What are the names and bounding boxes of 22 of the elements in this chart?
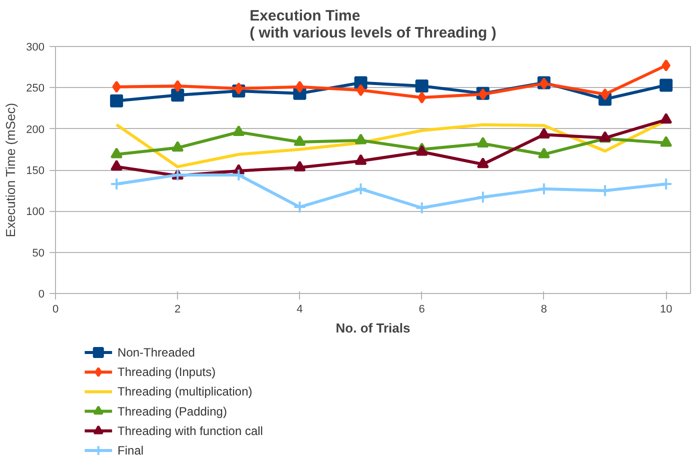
legend-label: Threading with function call	[118, 424, 263, 438]
x-axis-title: No. of Trials	[336, 320, 410, 336]
legend-label: Non-Threaded	[118, 346, 195, 360]
y-tick-label: 200	[26, 124, 45, 136]
y-axis-title: Execution Time (mSec)	[3, 102, 18, 238]
y-tick-label: 150	[26, 165, 45, 177]
chart-title: Execution Time ( with various levels of Threading )	[250, 8, 496, 42]
x-tick-label: 10	[660, 304, 672, 316]
x-tick-label: 6	[418, 304, 425, 316]
y-tick-label: 0	[38, 288, 45, 300]
y-tick-label: 250	[26, 82, 45, 95]
legend-label: Threading (Inputs)	[118, 365, 216, 380]
legend-label: Final	[118, 444, 144, 458]
legend-label: Threading (multiplication)	[118, 384, 252, 399]
x-tick-label: 2	[174, 304, 181, 316]
y-tick-label: 300	[26, 42, 45, 54]
y-tick-label: 50	[32, 247, 45, 260]
legend-label: Threading (Padding)	[118, 404, 227, 418]
y-tick-label: 100	[26, 206, 45, 218]
x-tick-label: 8	[540, 304, 548, 316]
x-tick-label: 4	[296, 304, 303, 316]
x-tick-label: 0	[52, 304, 59, 316]
